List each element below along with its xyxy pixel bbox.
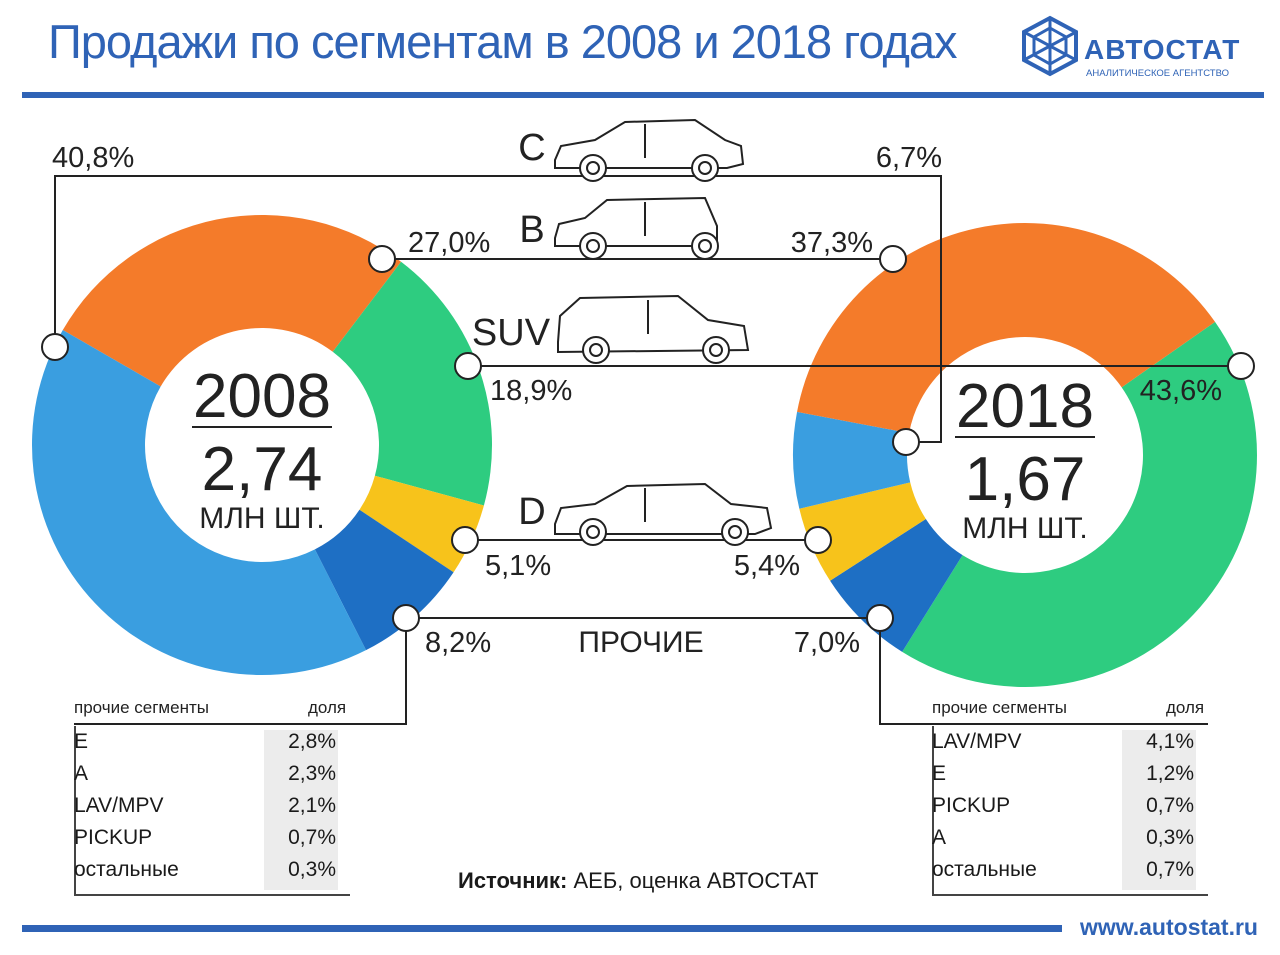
table-row: LAV/MPV 2,1% bbox=[74, 794, 350, 827]
logo-subtitle: АНАЛИТИЧЕСКОЕ АГЕНТСТВО bbox=[1086, 68, 1229, 79]
other-segments-table-2008: прочие сегменты доля E 2,8% A 2,3% LAV/MPV 2,1%… bbox=[74, 698, 350, 898]
segment-name: LAV/MPV bbox=[932, 730, 1022, 753]
logo-mark-icon bbox=[1022, 15, 1078, 77]
segment-label-B: B bbox=[519, 209, 544, 251]
segment-share: 2,1% bbox=[288, 794, 336, 817]
source-note: Источник: АЕБ, оценка АВТОСТАТ bbox=[458, 868, 819, 894]
footer-rule bbox=[22, 925, 1062, 932]
marker-dot bbox=[1227, 352, 1255, 380]
table-row: A 0,3% bbox=[932, 826, 1208, 859]
table-row: PICKUP 0,7% bbox=[74, 826, 350, 859]
donut-slice-2018-C bbox=[793, 411, 911, 509]
segment-share: 2,3% bbox=[288, 762, 336, 785]
center-unit-2008: МЛН ШТ. bbox=[199, 502, 325, 535]
segment-share: 1,2% bbox=[1146, 762, 1194, 785]
segment-label-ПРОЧИЕ: ПРОЧИЕ bbox=[578, 626, 703, 659]
segment-name: PICKUP bbox=[932, 794, 1011, 817]
marker-dot bbox=[879, 245, 907, 273]
marker-dot bbox=[892, 428, 920, 456]
marker-dot bbox=[804, 526, 832, 554]
segment-share: 2,8% bbox=[288, 730, 336, 753]
marker-dot bbox=[866, 604, 894, 632]
value-label-2008-B: 27,0% bbox=[408, 227, 490, 259]
segment-name: A bbox=[932, 826, 947, 849]
site-url: www.autostat.ru bbox=[1079, 914, 1258, 940]
marker-dot bbox=[454, 352, 482, 380]
segment-name: PICKUP bbox=[74, 826, 153, 849]
table-header-value: доля bbox=[308, 698, 347, 717]
donut-slice-2008-C bbox=[32, 330, 366, 675]
center-total-2018: 1,67 bbox=[965, 445, 1086, 514]
value-label-2018-C: 6,7% bbox=[876, 142, 942, 174]
segment-name: E bbox=[74, 730, 89, 753]
center-year-2018: 2018 bbox=[956, 372, 1094, 441]
table-row: E 1,2% bbox=[932, 762, 1208, 795]
donut-slice-2018-B bbox=[797, 222, 1216, 434]
value-label-2018-ПРОЧИЕ: 7,0% bbox=[794, 627, 860, 659]
donut-slice-2008-D bbox=[359, 475, 484, 573]
segment-share: 0,3% bbox=[288, 858, 336, 881]
page-title: Продажи по сегментам в 2008 и 2018 годах bbox=[48, 15, 958, 68]
donut-slice-2008-B bbox=[62, 215, 402, 387]
segment-name: LAV/MPV bbox=[74, 794, 164, 817]
connector-line bbox=[74, 618, 407, 725]
table-row: A 2,3% bbox=[74, 762, 350, 795]
source-label: Источник: bbox=[458, 868, 568, 893]
segment-name: A bbox=[74, 762, 89, 785]
segment-name: остальные bbox=[932, 858, 1037, 881]
center-total-2008: 2,74 bbox=[202, 435, 323, 504]
segment-share: 0,3% bbox=[1146, 826, 1194, 849]
source-text: АЕБ, оценка АВТОСТАТ bbox=[567, 868, 819, 893]
connector-line bbox=[879, 618, 1208, 725]
donut-slice-2008-SUV bbox=[332, 261, 492, 506]
table-header-name: прочие сегменты bbox=[74, 698, 209, 717]
marker-dot bbox=[368, 245, 396, 273]
segment-name: остальные bbox=[74, 858, 179, 881]
table-row: PICKUP 0,7% bbox=[932, 794, 1208, 827]
table-header-name: прочие сегменты bbox=[932, 698, 1067, 717]
suv-icon bbox=[557, 294, 750, 364]
sedan-d-icon bbox=[554, 482, 773, 546]
value-label-2018-B: 37,3% bbox=[791, 227, 873, 259]
value-label-2008-D: 5,1% bbox=[485, 550, 551, 582]
marker-dot bbox=[392, 604, 420, 632]
center-year-2008: 2008 bbox=[193, 362, 331, 431]
marker-dot bbox=[41, 333, 69, 361]
value-label-2008-C: 40,8% bbox=[52, 142, 134, 174]
value-label-2018-D: 5,4% bbox=[734, 550, 800, 582]
donut-slice-2018-SUV bbox=[902, 321, 1258, 688]
segment-share: 0,7% bbox=[288, 826, 336, 849]
table-row: E 2,8% bbox=[74, 730, 350, 763]
connector-line bbox=[54, 175, 942, 443]
other-segments-table-2018: прочие сегменты доля LAV/MPV 4,1% E 1,2% PICKU… bbox=[932, 698, 1208, 898]
value-label-2008-ПРОЧИЕ: 8,2% bbox=[425, 627, 491, 659]
value-label-2008-SUV: 18,9% bbox=[490, 375, 572, 407]
donut-slice-2008-ПРОЧИЕ bbox=[314, 509, 454, 651]
logo-name: АВТОСТАТ bbox=[1084, 34, 1241, 65]
sedan-c-icon bbox=[554, 118, 745, 182]
segment-share: 0,7% bbox=[1146, 858, 1194, 881]
table-row: LAV/MPV 4,1% bbox=[932, 730, 1208, 763]
table-header-value: доля bbox=[1166, 698, 1205, 717]
table-row: остальные 0,3% bbox=[74, 858, 350, 891]
segment-share: 0,7% bbox=[1146, 794, 1194, 817]
segment-name: E bbox=[932, 762, 947, 785]
segment-label-SUV: SUV bbox=[472, 312, 551, 354]
segment-label-C: C bbox=[518, 127, 545, 169]
donut-slice-2018-D bbox=[799, 482, 926, 581]
segment-share: 4,1% bbox=[1146, 730, 1194, 753]
autostat-logo: АВТОСТАТ АНАЛИТИЧЕСКОЕ АГЕНТСТВО bbox=[1018, 14, 1268, 84]
value-label-2018-SUV: 43,6% bbox=[1140, 375, 1222, 407]
header-rule bbox=[22, 92, 1264, 98]
marker-dot bbox=[451, 526, 479, 554]
table-row: остальные 0,7% bbox=[932, 858, 1208, 891]
hatchback-b-icon bbox=[554, 196, 719, 260]
segment-label-D: D bbox=[518, 491, 545, 533]
center-unit-2018: МЛН ШТ. bbox=[962, 512, 1088, 545]
